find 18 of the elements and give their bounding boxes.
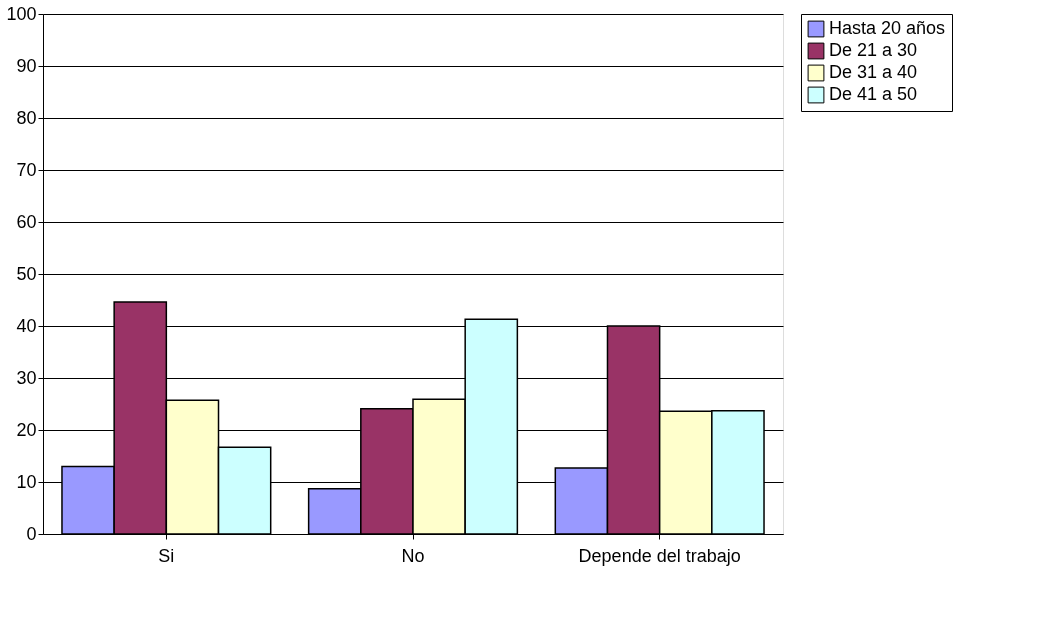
y-tick-label: 60 [16,211,37,232]
y-tick-label: 10 [16,471,37,492]
y-tick-label: 100 [6,3,37,24]
y-tick-label: 40 [16,315,37,336]
x-tick-label: No [401,545,425,566]
y-tick-label: 90 [16,55,37,76]
y-tick-label: 70 [16,159,37,180]
y-tick-label: 0 [26,523,37,544]
x-tick-label: Si [158,545,175,566]
legend-label: De 21 a 30 [829,40,918,60]
legend-label: De 31 a 40 [829,62,918,82]
y-tick-label: 30 [16,367,37,388]
x-tick-label: Depende del trabajo [578,545,741,566]
y-tick-label: 20 [16,419,37,440]
legend-label: De 41 a 50 [829,84,918,104]
y-tick-label: 80 [16,107,37,128]
y-tick-label: 50 [16,263,37,284]
legend-label: Hasta 20 años [829,18,946,38]
